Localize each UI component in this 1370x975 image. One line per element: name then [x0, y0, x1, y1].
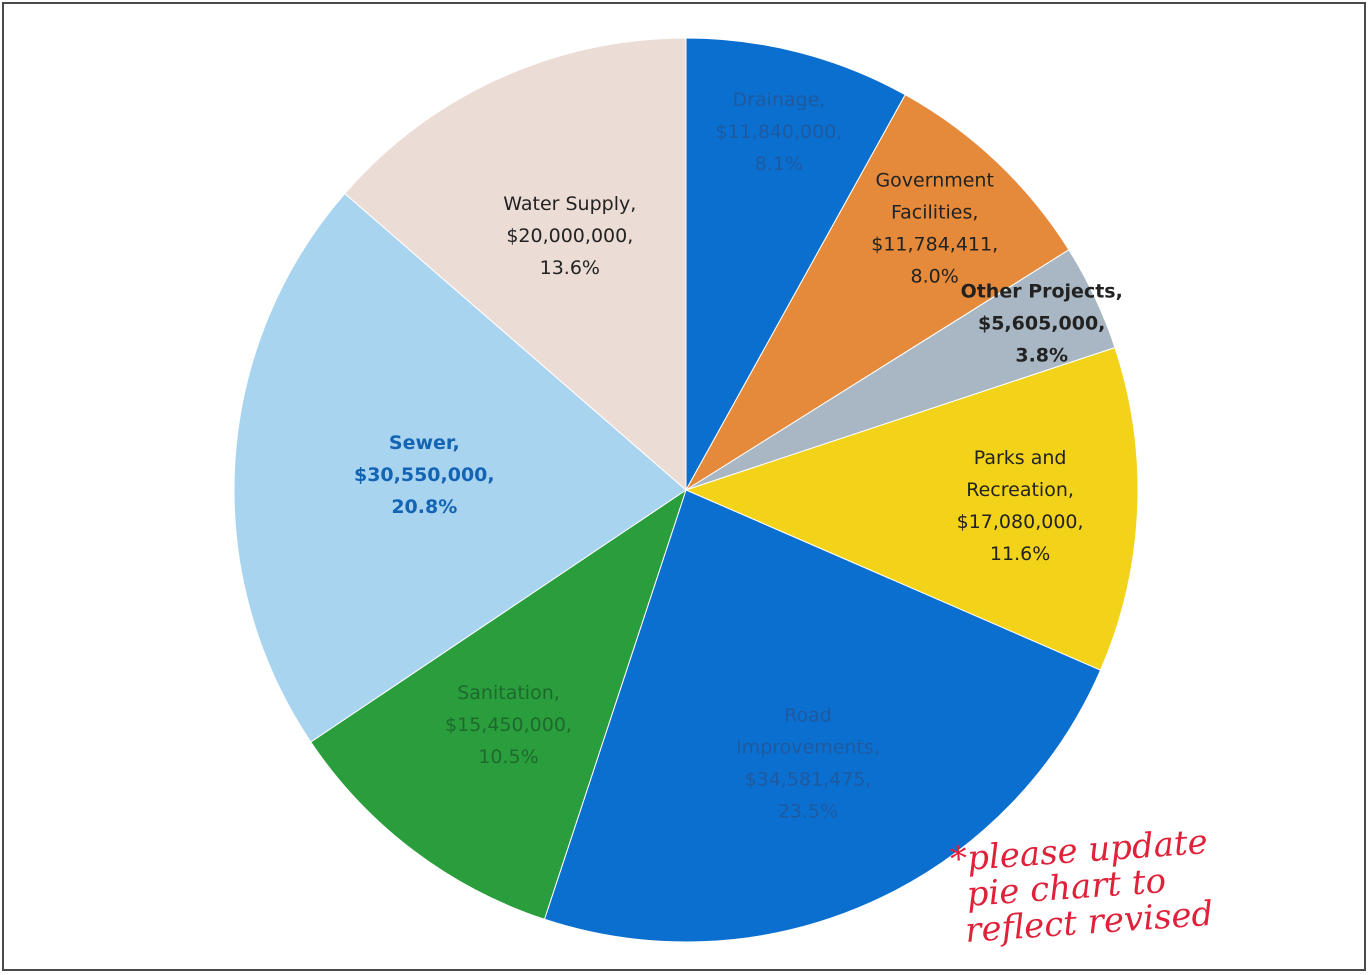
pie-slice-sewer: [233, 192, 687, 743]
pie-chart: Drainage, $11,840,000, 8.1% Government Facil…: [233, 37, 1139, 943]
data-label-road-improvements: Road Improvements, $34,581,475, 23.5%: [736, 704, 880, 822]
data-label-other-projects: Other Projects, $5,605,000, 3.8%: [961, 280, 1123, 366]
pie-slice-drainage: [685, 37, 906, 492]
data-label-government-facilities: Government Facilities, $11,784,411, 8.0%: [871, 170, 998, 288]
pie-slice-water-supply: [344, 37, 687, 492]
data-label-sewer: Sewer, $30,550,000, 20.8%: [354, 432, 495, 518]
pie-slice-sanitation: [310, 488, 687, 920]
data-label-water-supply: Water Supply, $20,000,000, 13.6%: [503, 193, 636, 279]
pie-labels: Drainage, $11,840,000, 8.1% Government Facil…: [354, 89, 1123, 822]
pie-slice-government-facilities: [685, 94, 1070, 491]
data-label-drainage: Drainage, $11,840,000, 8.1%: [715, 89, 842, 175]
pie-slices: [233, 37, 1139, 943]
pie-slice-parks-and-recreation: [684, 346, 1139, 671]
pie-slice-road-improvements: [543, 489, 1102, 943]
data-label-sanitation: Sanitation, $15,450,000, 10.5%: [445, 682, 572, 768]
data-label-parks-and-recreation: Parks and Recreation, $17,080,000, 11.6%: [957, 447, 1084, 565]
